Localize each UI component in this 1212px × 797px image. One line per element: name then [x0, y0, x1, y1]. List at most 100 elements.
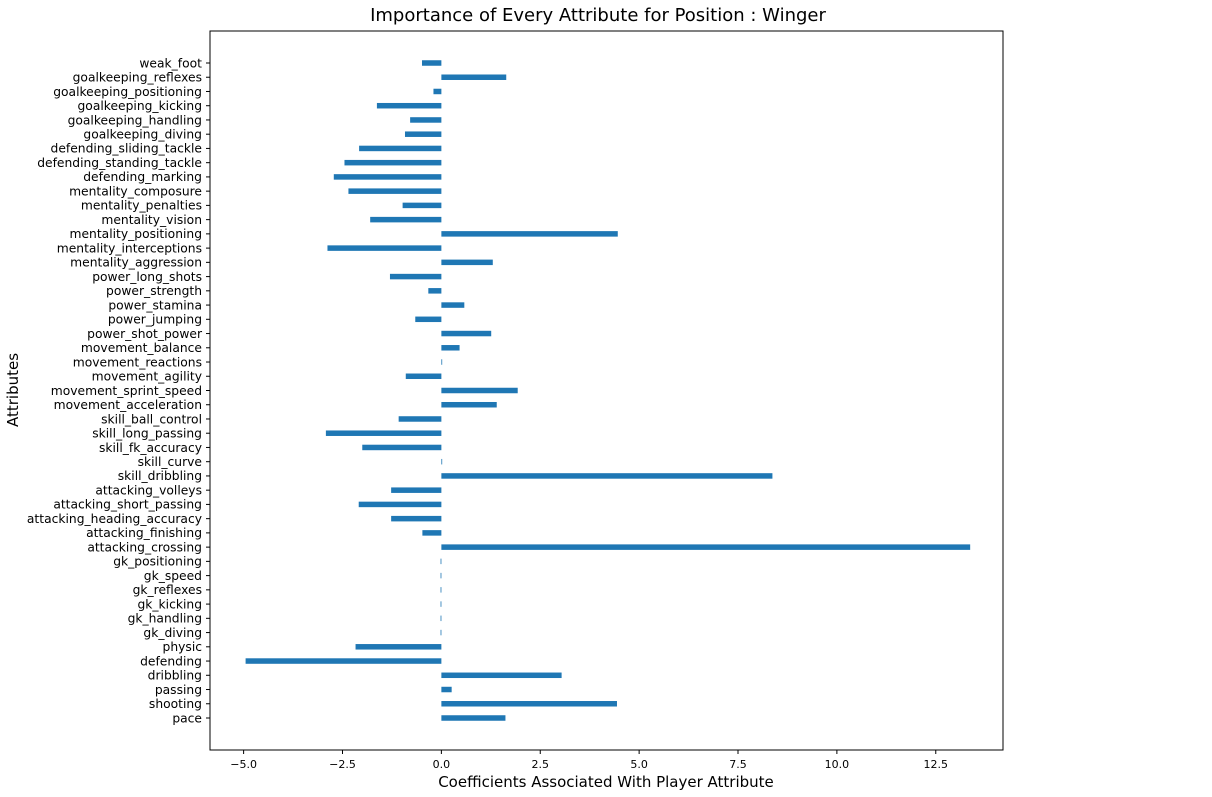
- bar-mentality-positioning: [441, 231, 618, 237]
- bar-power-long-shots: [389, 273, 442, 280]
- bar-attacking-short-passing: [358, 501, 442, 508]
- y-tick-label: goalkeeping_handling: [68, 113, 202, 127]
- y-tick-label: mentality_interceptions: [57, 241, 202, 255]
- y-tick-label: mentality_vision: [101, 213, 202, 227]
- bar-defending-sliding-tackle: [359, 145, 442, 152]
- x-axis-label: Coefficients Associated With Player Attr…: [438, 773, 774, 791]
- y-tick-label: weak_foot: [139, 56, 202, 70]
- bar-goalkeeping-diving: [404, 131, 442, 137]
- bar-attacking-volleys: [391, 487, 442, 493]
- bar-power-strength: [428, 288, 442, 294]
- bar-attacking-heading-accuracy: [391, 515, 442, 522]
- y-tick-label: gk_speed: [144, 569, 202, 583]
- bar-mentality-penalties: [402, 202, 442, 209]
- y-tick-label: attacking_finishing: [86, 526, 202, 540]
- y-tick-label: goalkeeping_reflexes: [73, 71, 202, 85]
- bar-mentality-interceptions: [327, 245, 442, 251]
- bar-gk-positioning: [440, 558, 442, 565]
- bar-gk-reflexes: [440, 587, 442, 593]
- y-tick-label: power_shot_power: [87, 327, 203, 341]
- y-tick-label: defending_sliding_tackle: [51, 142, 202, 156]
- y-tick-label: attacking_short_passing: [53, 498, 202, 512]
- bar-goalkeeping-positioning: [433, 88, 442, 95]
- x-tick-label: 12.5: [924, 758, 949, 771]
- y-tick-label: pace: [172, 711, 202, 725]
- y-tick-label: goalkeeping_kicking: [78, 99, 203, 113]
- bar-goalkeeping-kicking: [376, 102, 442, 109]
- bar-attacking-crossing: [441, 544, 971, 550]
- y-tick-label: skill_dribbling: [118, 469, 202, 483]
- y-tick-label: physic: [163, 640, 202, 654]
- chart-title: Importance of Every Attribute for Positi…: [370, 5, 826, 26]
- y-tick-label: attacking_volleys: [95, 483, 202, 497]
- bar-mentality-composure: [348, 188, 442, 194]
- y-tick-label: shooting: [149, 697, 202, 711]
- bar-dribbling: [441, 672, 562, 679]
- y-tick-label: skill_ball_control: [101, 412, 202, 426]
- y-tick-label: skill_long_passing: [92, 427, 202, 441]
- y-tick-label: movement_reactions: [73, 355, 202, 369]
- y-tick-label: skill_curve: [138, 455, 202, 469]
- bar-shooting: [441, 701, 617, 707]
- y-tick-label: mentality_penalties: [81, 199, 202, 213]
- y-tick-label: goalkeeping_diving: [83, 127, 202, 141]
- bar-passing: [441, 686, 452, 693]
- y-tick-label: passing: [155, 683, 202, 697]
- bar-gk-kicking: [440, 601, 442, 607]
- y-tick-label: defending_marking: [83, 170, 202, 184]
- y-tick-label: power_jumping: [108, 313, 202, 327]
- x-tick-label: 10.0: [825, 758, 850, 771]
- bar-skill-dribbling: [441, 473, 773, 479]
- y-tick-label: gk_kicking: [137, 597, 202, 611]
- y-tick-label: power_long_shots: [92, 270, 202, 284]
- bar-mentality-aggression: [441, 259, 493, 266]
- bar-skill-long-passing: [325, 430, 442, 436]
- bar-attacking-finishing: [422, 530, 442, 536]
- bar-gk-diving: [440, 629, 442, 636]
- bar-movement-balance: [441, 345, 460, 351]
- bar-power-jumping: [415, 316, 442, 323]
- y-tick-label: mentality_aggression: [70, 256, 202, 270]
- y-tick-label: mentality_composure: [69, 184, 202, 198]
- bar-gk-speed: [440, 572, 442, 579]
- bar-defending-marking: [333, 174, 442, 180]
- bar-power-stamina: [441, 302, 465, 308]
- bar-weak-foot: [421, 60, 442, 66]
- y-tick-label: defending_standing_tackle: [37, 156, 202, 170]
- y-tick-label: movement_sprint_speed: [51, 384, 202, 398]
- y-tick-label: movement_acceleration: [54, 398, 202, 412]
- bar-mentality-vision: [370, 216, 442, 223]
- bar-pace: [441, 715, 506, 721]
- bars-group: [245, 60, 971, 721]
- bar-movement-reactions: [441, 359, 443, 365]
- x-tick-label: 5.0: [630, 758, 648, 771]
- x-tick-label: 0.0: [433, 758, 451, 771]
- bar-skill-curve: [441, 458, 443, 465]
- x-tick-label: 2.5: [532, 758, 550, 771]
- y-tick-label: gk_positioning: [113, 555, 202, 569]
- x-tick-label: 7.5: [729, 758, 747, 771]
- y-tick-label: attacking_heading_accuracy: [27, 512, 202, 526]
- bar-movement-sprint-speed: [441, 387, 518, 394]
- bar-gk-handling: [440, 615, 442, 622]
- bar-physic: [355, 644, 442, 650]
- y-tick-label: power_stamina: [108, 298, 202, 312]
- bar-goalkeeping-handling: [410, 117, 442, 123]
- y-tick-label: movement_agility: [92, 370, 202, 384]
- y-tick-label: mentality_positioning: [70, 227, 203, 241]
- y-tick-label: goalkeeping_positioning: [53, 85, 202, 99]
- bar-skill-ball-control: [398, 416, 442, 422]
- bar-movement-agility: [405, 373, 442, 380]
- bar-defending-standing-tackle: [344, 159, 442, 166]
- bar-power-shot-power: [441, 330, 492, 337]
- bar-skill-fk-accuracy: [362, 444, 442, 451]
- bar-movement-acceleration: [441, 401, 497, 408]
- plot-frame: [209, 30, 1004, 751]
- y-tick-label: dribbling: [148, 669, 202, 683]
- y-tick-label: gk_handling: [128, 612, 202, 626]
- y-axis-label: Attributes: [4, 353, 22, 427]
- y-tick-label: gk_diving: [143, 626, 202, 640]
- bar-goalkeeping-reflexes: [441, 74, 507, 80]
- y-tick-label: defending: [140, 654, 202, 668]
